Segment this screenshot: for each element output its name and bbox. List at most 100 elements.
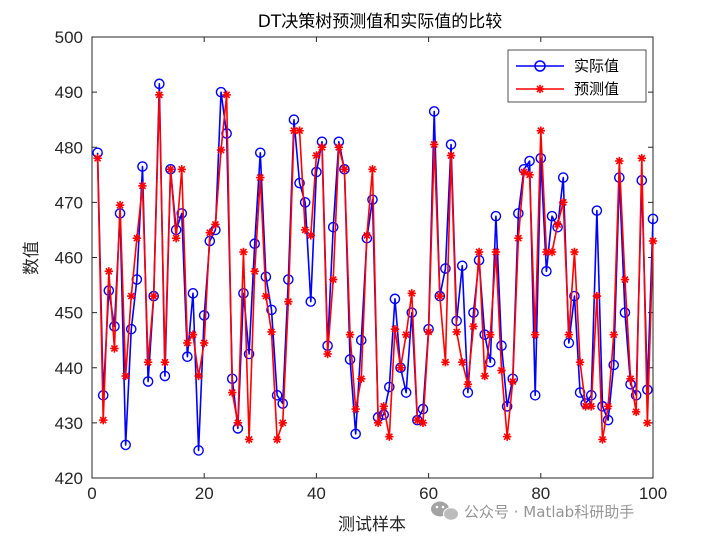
actual-point	[350, 428, 361, 440]
actual-point	[125, 323, 137, 335]
predicted-point	[536, 126, 545, 135]
predicted-point	[177, 165, 186, 174]
actual-point	[142, 376, 154, 387]
y-tick-label: 480	[55, 138, 83, 157]
actual-point	[137, 161, 148, 172]
predicted-point	[200, 338, 209, 348]
actual-point	[305, 296, 317, 307]
predicted-point	[418, 418, 428, 428]
predicted-point	[491, 247, 501, 257]
predicted-point	[609, 330, 618, 339]
predicted-point	[216, 145, 226, 155]
predicted-point	[525, 170, 534, 180]
x-tick-label: 60	[419, 484, 438, 503]
predicted-point	[211, 220, 220, 229]
predicted-point	[306, 231, 315, 240]
predicted-point	[244, 435, 254, 444]
predicted-point	[261, 291, 271, 301]
predicted-point	[547, 247, 557, 257]
actual-point	[384, 381, 395, 393]
predicted-point	[379, 402, 388, 411]
y-tick-label: 450	[55, 304, 83, 323]
actual-point	[456, 260, 468, 272]
x-tick-label: 0	[87, 484, 96, 503]
predicted-point	[345, 330, 355, 339]
actual-point	[513, 208, 524, 219]
predicted-point	[183, 338, 192, 348]
actual-point	[591, 205, 603, 216]
actual-point	[249, 238, 260, 250]
predicted-point	[340, 165, 349, 174]
actual-point	[187, 288, 199, 299]
predicted-point	[530, 330, 540, 339]
predicted-point	[486, 330, 495, 339]
predicted-point	[502, 432, 512, 441]
predicted-point	[329, 275, 338, 284]
predicted-point	[121, 371, 130, 381]
predicted-point	[166, 165, 175, 174]
actual-point	[243, 348, 255, 360]
predicted-point	[620, 275, 630, 284]
x-tick-label: 100	[639, 484, 667, 503]
predicted-point	[373, 418, 383, 428]
predicted-point	[553, 220, 562, 229]
predicted-point	[598, 435, 607, 444]
series-predicted	[93, 90, 658, 444]
predicted-point	[300, 225, 310, 235]
predicted-point	[267, 327, 276, 337]
predicted-point	[127, 291, 136, 301]
predicted-point	[351, 404, 360, 414]
y-tick-label: 500	[55, 28, 83, 47]
predicted-point	[424, 327, 433, 337]
legend-item-actual: 实际值	[516, 57, 619, 75]
predicted-point	[239, 247, 248, 257]
predicted-point	[362, 231, 372, 240]
actual-point	[176, 208, 188, 219]
predicted-point	[233, 418, 243, 428]
predicted-point	[143, 358, 153, 367]
actual-point	[496, 340, 507, 352]
x-tick-label: 40	[307, 484, 326, 503]
actual-point	[569, 290, 580, 302]
actual-point	[557, 172, 569, 183]
predicted-point	[171, 234, 181, 243]
predicted-point	[643, 418, 652, 428]
predicted-point	[435, 291, 445, 301]
actual-point	[271, 390, 283, 401]
legend-label-predicted: 预测值	[574, 80, 619, 98]
actual-point	[120, 439, 131, 451]
actual-point	[193, 445, 204, 456]
actual-point	[327, 221, 339, 233]
predicted-point	[508, 377, 517, 386]
predicted-point	[104, 267, 114, 276]
predicted-point	[615, 156, 624, 166]
predicted-point	[401, 330, 411, 339]
actual-point	[215, 86, 227, 98]
actual-point	[154, 78, 165, 90]
predicted-point	[368, 165, 377, 174]
axis-ticks	[91, 36, 654, 479]
watermark: 公众号 · Matlab科研助手	[431, 501, 634, 521]
predicted-point	[278, 418, 287, 428]
actual-point	[294, 177, 305, 189]
predicted-point	[93, 154, 102, 163]
actual-point	[344, 354, 356, 365]
legend-box	[507, 49, 647, 103]
predicted-point	[250, 267, 259, 276]
predicted-point	[132, 234, 142, 243]
predicted-point	[570, 247, 579, 257]
actual-point	[529, 390, 541, 401]
actual-point	[524, 155, 535, 167]
legend-item-predicted: 预测值	[516, 80, 619, 98]
predicted-point	[317, 143, 327, 152]
predicted-point	[149, 291, 158, 301]
predicted-point	[592, 291, 602, 301]
predicted-point	[463, 380, 473, 389]
predicted-point	[626, 374, 635, 383]
predicted-point	[458, 358, 467, 367]
predicted-point	[160, 358, 170, 367]
actual-point	[608, 359, 620, 371]
predicted-point	[323, 349, 332, 359]
actual-point	[490, 210, 502, 222]
